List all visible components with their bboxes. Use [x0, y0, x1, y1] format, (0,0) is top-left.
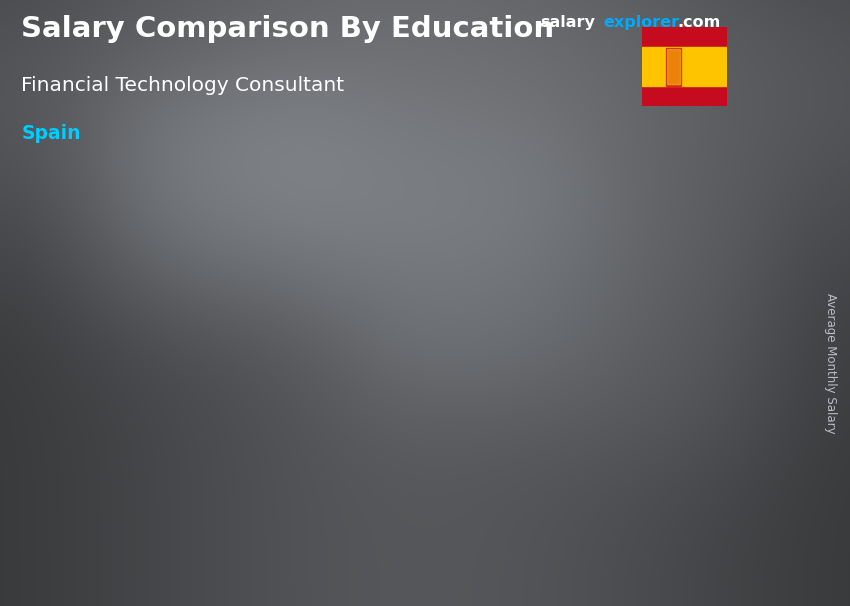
Polygon shape: [79, 407, 190, 412]
Text: 2,490 EUR: 2,490 EUR: [243, 372, 328, 387]
Text: 4,760 EUR: 4,760 EUR: [617, 244, 702, 259]
Polygon shape: [176, 407, 190, 533]
Text: 2,140 EUR: 2,140 EUR: [56, 392, 141, 407]
Polygon shape: [640, 253, 751, 264]
Polygon shape: [266, 387, 377, 393]
Text: Certificate or
Diploma: Certificate or Diploma: [258, 561, 371, 595]
Text: .com: .com: [677, 15, 721, 30]
Bar: [666, 48, 682, 85]
Bar: [640, 264, 737, 533]
Text: +17%: +17%: [187, 330, 255, 350]
Polygon shape: [453, 320, 564, 328]
Polygon shape: [737, 253, 751, 533]
Bar: [642, 47, 727, 87]
Text: 3,630 EUR: 3,630 EUR: [430, 308, 515, 323]
Text: Master’s
Degree: Master’s Degree: [651, 561, 726, 595]
Text: explorer: explorer: [604, 15, 680, 30]
Text: +31%: +31%: [561, 178, 629, 198]
Text: Salary Comparison By Education: Salary Comparison By Education: [21, 15, 554, 43]
Bar: [667, 49, 680, 84]
Text: High School: High School: [76, 561, 178, 576]
Text: Spain: Spain: [21, 124, 81, 143]
Polygon shape: [550, 320, 564, 533]
Bar: [79, 412, 176, 533]
Text: salary: salary: [540, 15, 595, 30]
Bar: [453, 328, 550, 533]
Polygon shape: [363, 387, 377, 533]
Text: +46%: +46%: [374, 254, 442, 274]
Text: Bachelor’s
Degree: Bachelor’s Degree: [456, 561, 547, 595]
Bar: [266, 393, 363, 533]
Text: Average Monthly Salary: Average Monthly Salary: [824, 293, 837, 434]
Text: Financial Technology Consultant: Financial Technology Consultant: [21, 76, 344, 95]
